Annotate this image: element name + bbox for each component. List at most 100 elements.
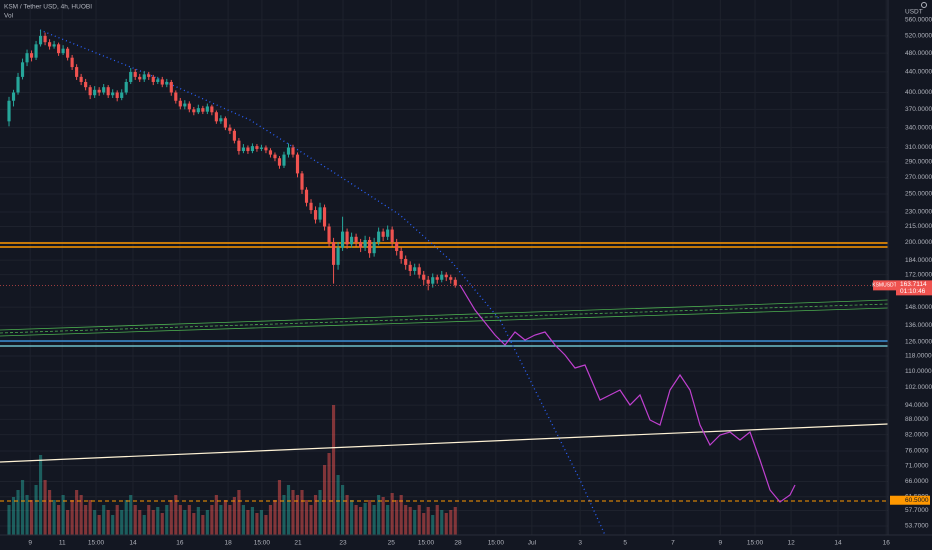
- countdown-label: 01:10:46: [900, 288, 926, 295]
- y-tick-label: 94.0000: [905, 402, 929, 409]
- volume-bar: [29, 500, 34, 535]
- x-tick-label: 21: [294, 540, 302, 547]
- volume-bar: [223, 500, 227, 535]
- candle-body: [174, 92, 178, 101]
- y-tick-label: 250.0000: [905, 191, 932, 198]
- x-tick-label: 15:00: [88, 540, 105, 547]
- candle-body: [282, 154, 286, 166]
- candle-body: [165, 81, 169, 85]
- candle-body: [336, 247, 340, 265]
- volume-bar: [196, 507, 200, 535]
- y-tick-label: 560.0000: [905, 17, 932, 24]
- candle-body: [350, 236, 354, 245]
- y-tick-label: 480.0000: [905, 50, 932, 57]
- volume-bar: [138, 510, 142, 535]
- volume-bar: [395, 500, 399, 535]
- candle-body: [43, 35, 47, 43]
- candle-body: [156, 79, 160, 82]
- candle-body: [210, 106, 214, 113]
- candle-body: [205, 106, 209, 112]
- volume-bar: [124, 500, 128, 535]
- volume-bar: [201, 515, 205, 535]
- candle-body: [426, 279, 430, 284]
- volume-bar: [444, 513, 448, 535]
- candle-body: [345, 231, 349, 245]
- y-tick-label: 88.0000: [905, 416, 929, 423]
- volume-bar: [363, 503, 367, 535]
- candle-body: [291, 147, 295, 155]
- volume-bar: [309, 505, 313, 535]
- candle-body: [106, 87, 110, 96]
- y-tick-label: 148.0000: [905, 304, 932, 311]
- candle-body: [115, 92, 119, 98]
- channel-line: [0, 303, 889, 334]
- alert-tag: [890, 495, 930, 505]
- volume-bar: [43, 480, 47, 535]
- volume-bar: [422, 513, 426, 535]
- volume-bar: [250, 507, 255, 535]
- candle-body: [453, 279, 457, 286]
- volume-bar: [228, 505, 232, 535]
- candle-body: [38, 35, 43, 45]
- candle-body: [322, 207, 327, 227]
- candle-body: [66, 48, 70, 58]
- volume-bar: [151, 510, 155, 535]
- candle-body: [331, 242, 336, 265]
- y-tick-label: 270.0000: [905, 174, 932, 181]
- volume-bar: [160, 513, 164, 535]
- volume-bar: [165, 505, 169, 535]
- volume-bar: [20, 480, 25, 535]
- volume-bar: [147, 505, 151, 535]
- candle-body: [84, 81, 88, 88]
- volume-bar: [327, 453, 331, 535]
- volume-bar: [156, 507, 160, 535]
- candle-body: [223, 118, 227, 128]
- volume-bar: [210, 505, 214, 535]
- x-tick-label: 23: [339, 540, 347, 547]
- volume-bar: [291, 490, 295, 535]
- candle-body: [300, 173, 304, 190]
- candle-body: [29, 53, 34, 58]
- candle-body: [79, 76, 83, 82]
- candle-body: [354, 236, 358, 243]
- volume-bar: [7, 505, 11, 535]
- volume-bar: [354, 505, 358, 535]
- candle-body: [399, 250, 403, 259]
- volume-bar: [440, 510, 444, 535]
- settings-icon[interactable]: [921, 2, 927, 8]
- candle-body: [363, 239, 367, 248]
- volume-bar: [264, 515, 268, 535]
- volume-bar: [304, 500, 309, 535]
- volume-bar: [66, 510, 70, 535]
- volume-bar: [282, 495, 286, 535]
- y-tick-label: 184.0000: [905, 257, 932, 264]
- candle-body: [255, 146, 259, 149]
- y-tick-label: 310.0000: [905, 144, 932, 151]
- candle-body: [377, 231, 381, 243]
- x-tick-label: 16: [883, 540, 891, 547]
- candle-body: [444, 274, 448, 278]
- y-tick-label: 230.0000: [905, 209, 932, 216]
- volume-bar: [61, 495, 65, 535]
- volume-bar: [102, 505, 106, 535]
- volume-bar: [120, 510, 124, 535]
- x-tick-label: 25: [388, 540, 396, 547]
- candle-body: [111, 92, 115, 96]
- volume-bar: [178, 505, 182, 535]
- volume-bar: [255, 513, 259, 535]
- candle-body: [268, 150, 273, 155]
- candle-body: [435, 277, 439, 280]
- volume-bar: [300, 490, 304, 535]
- volume-bar: [142, 515, 146, 535]
- volume-bar: [413, 510, 417, 535]
- volume-bar: [34, 485, 38, 535]
- volume-bar: [169, 500, 173, 535]
- x-tick-label: 16: [176, 540, 184, 547]
- volume-bar: [187, 505, 191, 535]
- volume-bar: [359, 507, 363, 535]
- volume-layer: [7, 405, 457, 535]
- candle-body: [214, 112, 218, 122]
- projection-path: [459, 284, 796, 503]
- volume-bar: [377, 495, 381, 535]
